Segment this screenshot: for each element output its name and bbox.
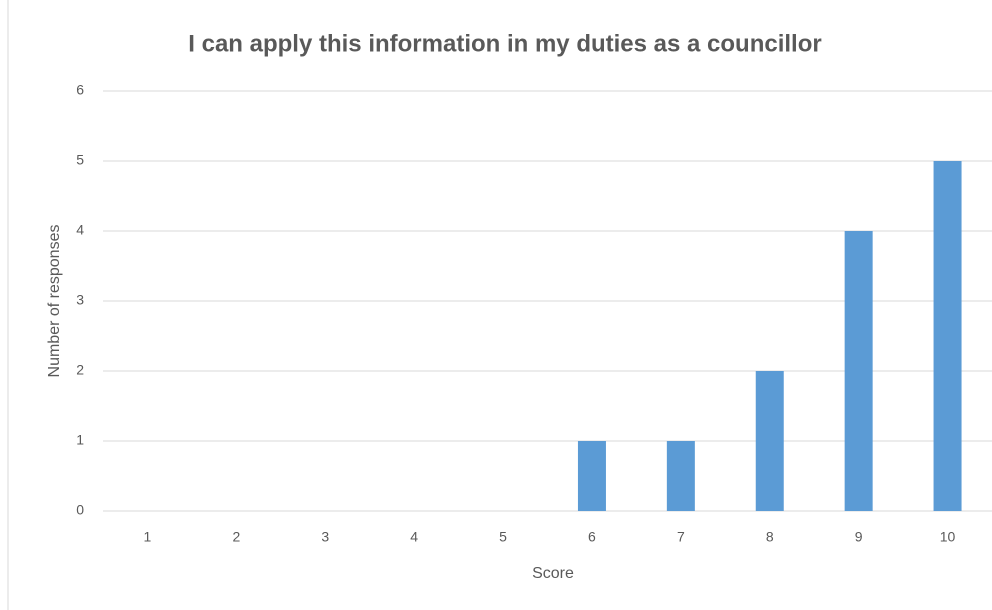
y-tick-label: 5 (76, 152, 84, 168)
y-tick-label: 0 (76, 502, 84, 518)
x-tick-label: 3 (321, 529, 329, 545)
y-tick-label: 2 (76, 362, 84, 378)
y-tick-label: 4 (76, 222, 84, 238)
x-tick-label: 7 (677, 529, 685, 545)
bar (844, 231, 873, 511)
x-tick-label: 10 (940, 529, 956, 545)
x-tick-label: 9 (855, 529, 863, 545)
x-tick-label: 1 (144, 529, 152, 545)
bar (666, 441, 695, 511)
x-axis-label: Score (532, 565, 574, 582)
bar (933, 161, 962, 511)
x-tick-label: 4 (410, 529, 418, 545)
bar (577, 441, 606, 511)
y-tick-label: 1 (76, 432, 84, 448)
bar (755, 371, 784, 511)
x-tick-label: 8 (766, 529, 774, 545)
y-axis-label: Number of responses (46, 225, 63, 378)
x-tick-label: 2 (232, 529, 240, 545)
y-tick-label: 6 (76, 82, 84, 98)
chart-title: I can apply this information in my dutie… (188, 30, 821, 57)
x-tick-label: 6 (588, 529, 596, 545)
x-tick-label: 5 (499, 529, 507, 545)
y-tick-label: 3 (76, 292, 84, 308)
